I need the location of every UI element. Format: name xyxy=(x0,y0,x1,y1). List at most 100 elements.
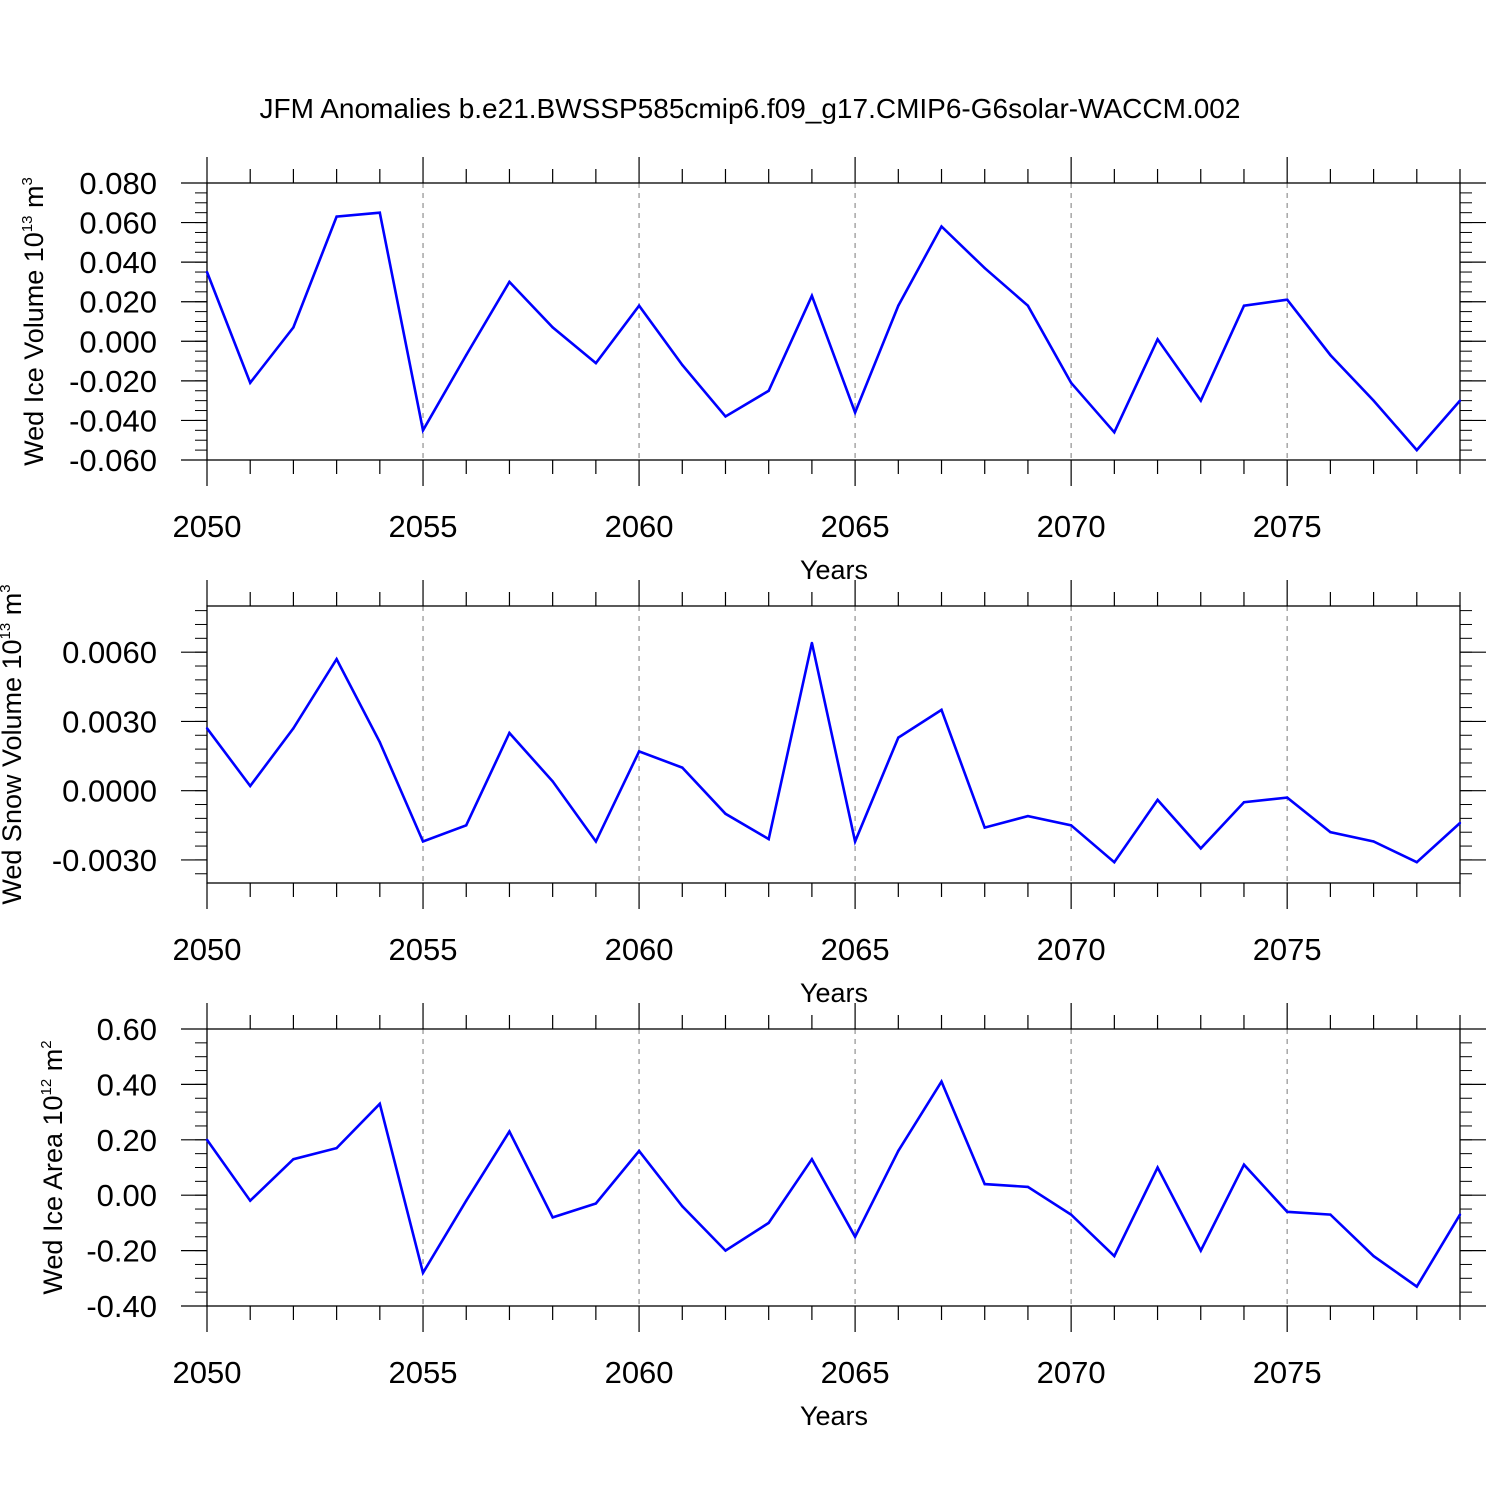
data-point xyxy=(1372,840,1375,843)
data-line-snow-volume xyxy=(205,642,1461,865)
x-tick-label: 2065 xyxy=(821,932,890,967)
data-point xyxy=(378,1102,382,1105)
data-point xyxy=(292,727,295,730)
data-point xyxy=(1372,399,1375,402)
data-point xyxy=(1026,814,1030,818)
chart-panel-ice-volume: 2050 2055 2060 2065 2070 2075 Years -0.060 -0.04… xyxy=(19,157,1486,585)
data-point xyxy=(1156,798,1159,802)
y-tick-label: 0.0030 xyxy=(62,704,157,739)
data-point xyxy=(508,280,511,284)
data-point xyxy=(1329,353,1332,357)
y-axis-label: Wed Ice Volume 1013 m3 xyxy=(19,177,49,466)
data-point xyxy=(1026,1185,1030,1189)
data-point xyxy=(1329,1213,1332,1216)
y-tick-label: 0.080 xyxy=(79,166,157,201)
x-axis-label: Years xyxy=(800,1401,868,1431)
data-point xyxy=(1458,1213,1462,1216)
x-tick-label: 2075 xyxy=(1253,509,1322,544)
data-point xyxy=(1026,304,1030,307)
data-point xyxy=(551,1216,554,1219)
y-tick-label: -0.20 xyxy=(86,1234,157,1269)
x-tick-label: 2055 xyxy=(389,932,458,967)
data-point xyxy=(1285,298,1289,301)
y-tick-label: 0.00 xyxy=(97,1178,157,1213)
data-point xyxy=(335,1146,338,1150)
data-point xyxy=(1242,801,1246,804)
chart-panel-snow-volume: 2050 2055 2060 2065 2070 2075 Years -0.0030 0.00… xyxy=(0,580,1486,1008)
data-point xyxy=(292,1157,295,1161)
data-point xyxy=(637,1149,641,1153)
data-point xyxy=(378,740,382,744)
x-axis-label: Years xyxy=(800,978,868,1008)
data-point xyxy=(594,1202,598,1205)
data-point xyxy=(551,780,554,783)
data-point xyxy=(1242,1163,1246,1166)
x-tick-label: 2070 xyxy=(1037,932,1106,967)
data-point xyxy=(508,1130,511,1133)
data-point xyxy=(940,225,943,228)
plot-frame xyxy=(206,182,1461,461)
data-point xyxy=(205,1138,209,1142)
data-point xyxy=(1242,304,1246,307)
data-point xyxy=(1199,399,1202,402)
data-point xyxy=(983,826,986,829)
data-point xyxy=(897,1149,900,1153)
data-point xyxy=(767,389,770,392)
data-point xyxy=(594,361,598,365)
data-point xyxy=(681,363,684,367)
y-tick-label: -0.060 xyxy=(69,443,157,478)
data-point xyxy=(1156,338,1159,341)
data-point xyxy=(1458,821,1462,825)
data-point xyxy=(205,270,209,274)
y-tick-label: 0.20 xyxy=(97,1123,157,1158)
data-point xyxy=(335,657,338,661)
data-point xyxy=(378,211,382,214)
x-tick-label: 2050 xyxy=(173,932,242,967)
x-tick-label: 2075 xyxy=(1253,1355,1322,1390)
x-tick-label: 2070 xyxy=(1037,1355,1106,1390)
x-axis-label: Years xyxy=(800,555,868,585)
y-tick-label: -0.020 xyxy=(69,364,157,399)
x-tick-label: 2055 xyxy=(389,509,458,544)
data-point xyxy=(681,1205,684,1208)
x-tick-label: 2065 xyxy=(821,1355,890,1390)
y-axis-label: Wed Ice Area 1012 m2 xyxy=(38,1040,68,1294)
data-point xyxy=(421,1271,425,1274)
y-tick-label: -0.40 xyxy=(86,1289,157,1324)
data-point xyxy=(1199,847,1202,850)
data-point xyxy=(810,1157,814,1161)
data-point xyxy=(594,840,598,843)
y-tick-label: 0.40 xyxy=(97,1067,157,1102)
data-point xyxy=(1113,861,1116,864)
data-point xyxy=(724,415,727,418)
data-point xyxy=(1372,1254,1375,1258)
x-tick-label: 2075 xyxy=(1253,932,1322,967)
plot-frame xyxy=(206,605,1461,884)
y-tick-label: 0.020 xyxy=(79,285,157,320)
x-tick-label: 2060 xyxy=(605,1355,674,1390)
x-tick-label: 2065 xyxy=(821,509,890,544)
data-point xyxy=(249,784,252,788)
data-point xyxy=(637,750,641,753)
data-point xyxy=(1415,861,1418,864)
data-point xyxy=(637,304,641,307)
data-point xyxy=(1415,1285,1418,1288)
data-point xyxy=(421,840,425,843)
data-point xyxy=(810,641,814,645)
y-axis-label: Wed Snow Volume 1013 m3 xyxy=(0,584,27,904)
data-point xyxy=(1069,381,1073,385)
data-point xyxy=(853,1235,857,1238)
data-point xyxy=(465,353,468,357)
x-tick-label: 2055 xyxy=(389,1355,458,1390)
data-point xyxy=(1285,1210,1289,1214)
data-point xyxy=(853,840,857,843)
data-point xyxy=(1329,831,1332,834)
data-point xyxy=(940,1080,943,1083)
data-point xyxy=(897,304,900,307)
y-tick-label: 0.0060 xyxy=(62,635,157,670)
data-point xyxy=(205,727,209,730)
data-point xyxy=(465,824,468,827)
data-point xyxy=(681,766,684,769)
data-point xyxy=(940,708,943,712)
data-point xyxy=(1113,1254,1116,1258)
